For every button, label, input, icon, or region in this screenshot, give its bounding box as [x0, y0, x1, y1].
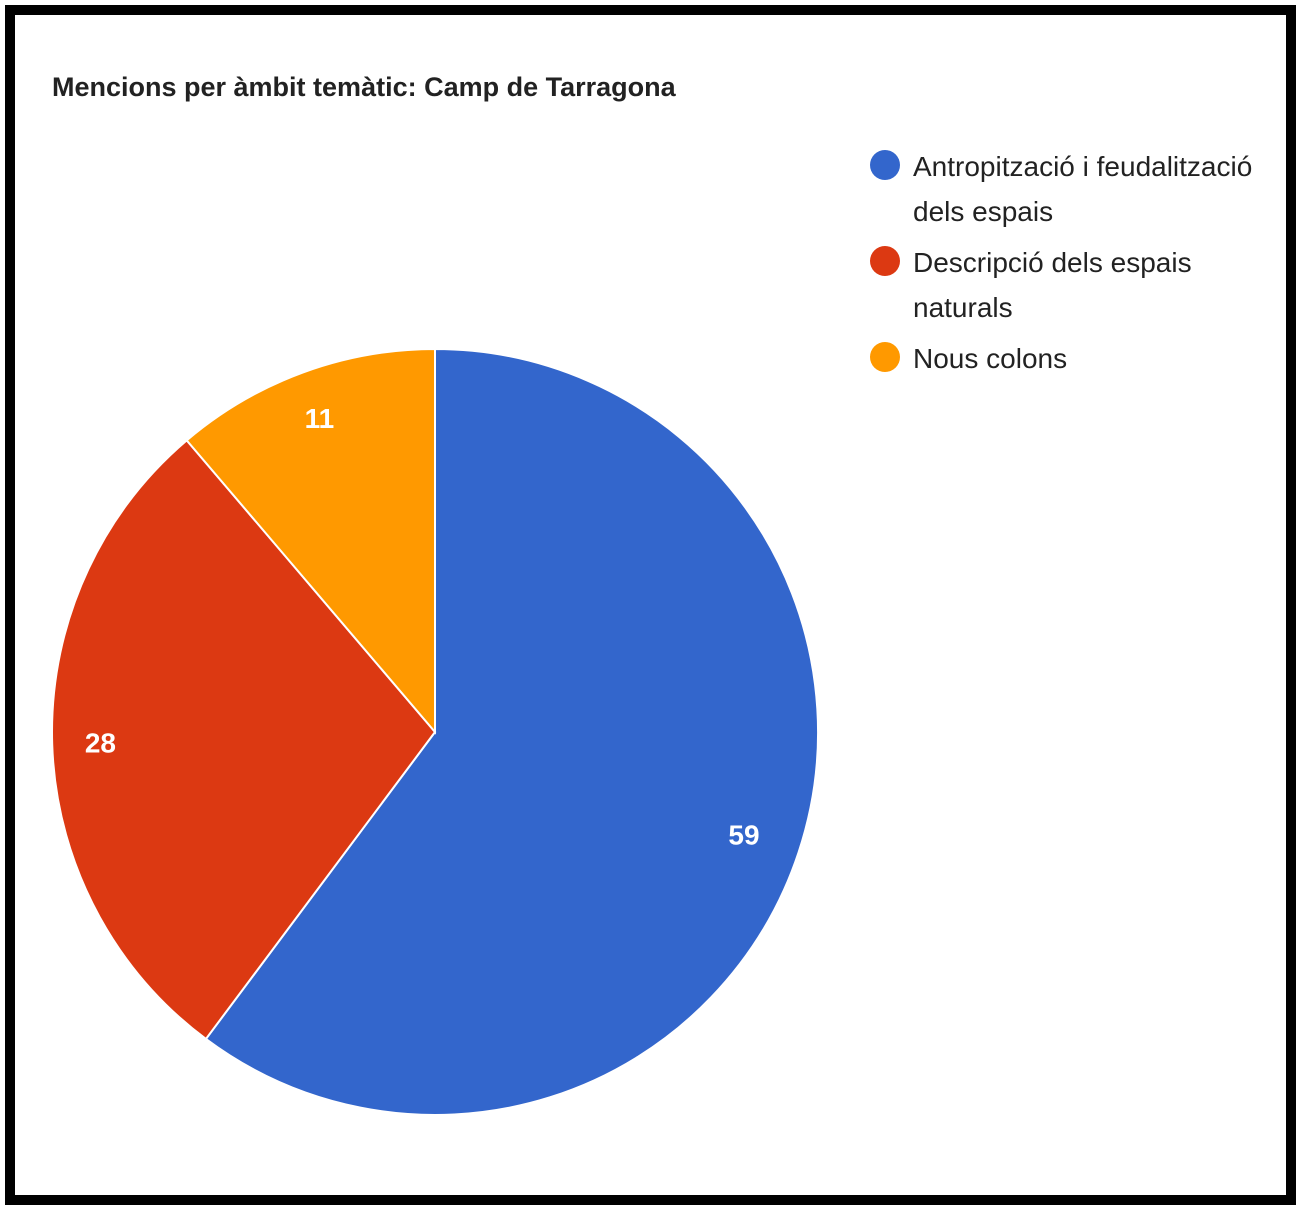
legend-item-antropitzacio[interactable]: Antropització i feudalització dels espai… — [870, 144, 1290, 234]
legend-label: Descripció dels espais naturals — [913, 247, 1192, 323]
legend-item-descripcio[interactable]: Descripció dels espais naturals — [870, 240, 1290, 330]
slice-value-label-0: 59 — [728, 820, 759, 851]
pie-slice-0[interactable] — [204, 347, 820, 1116]
legend: Antropització i feudalització dels espai… — [870, 144, 1290, 387]
pie-slices — [51, 347, 820, 1116]
legend-item-nous-colons[interactable]: Nous colons — [870, 336, 1290, 381]
pie-slice-2[interactable] — [185, 347, 436, 735]
legend-label: Antropització i feudalització dels espai… — [913, 151, 1253, 227]
pie-slice-1[interactable] — [51, 438, 437, 1041]
slice-value-label-1: 28 — [85, 728, 116, 759]
legend-swatch-icon — [870, 342, 900, 372]
chart-title: Mencions per àmbit temàtic: Camp de Tarr… — [52, 72, 676, 102]
pie-slice-labels: 59 28 11 — [85, 403, 760, 851]
legend-swatch-icon — [870, 150, 900, 180]
legend-label: Nous colons — [913, 343, 1068, 374]
slice-value-label-2: 11 — [305, 403, 335, 434]
legend-swatch-icon — [870, 246, 900, 276]
